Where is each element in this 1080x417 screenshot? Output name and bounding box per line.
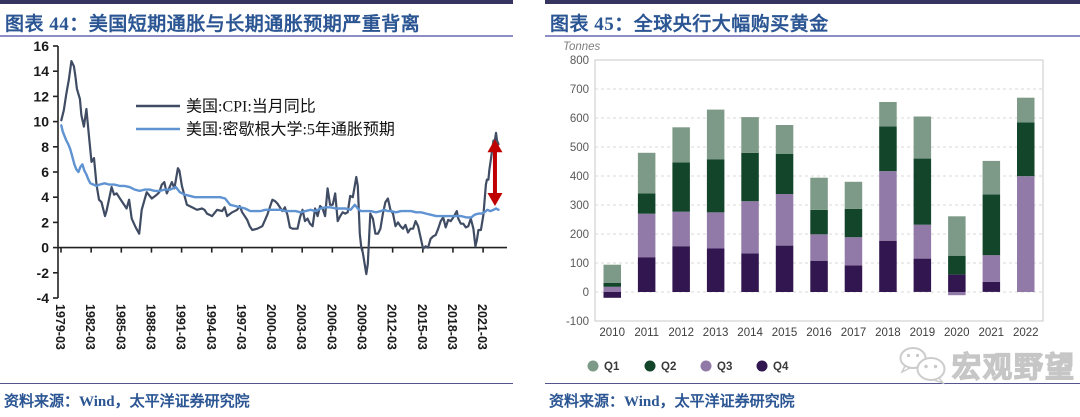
figure-44-source-text: 资料来源：Wind，太平洋证券研究院 xyxy=(4,394,250,410)
svg-text:2003-03: 2003-03 xyxy=(294,304,308,350)
svg-text:0: 0 xyxy=(583,287,589,299)
svg-text:4: 4 xyxy=(41,189,49,205)
watermark-text: 宏观野望 xyxy=(951,351,1076,384)
svg-text:-4: -4 xyxy=(37,290,50,306)
svg-text:2018: 2018 xyxy=(875,327,901,339)
svg-text:10: 10 xyxy=(33,114,49,130)
svg-text:2014: 2014 xyxy=(737,327,763,339)
svg-text:1979-03: 1979-03 xyxy=(53,304,67,350)
svg-text:600: 600 xyxy=(570,113,589,125)
svg-text:2000-03: 2000-03 xyxy=(264,304,278,350)
svg-text:1994-03: 1994-03 xyxy=(204,304,218,350)
svg-text:8: 8 xyxy=(41,139,49,155)
svg-text:2018-03: 2018-03 xyxy=(445,304,459,350)
figure-44-source-row: 资料来源：Wind，太平洋证券研究院 xyxy=(0,383,513,417)
svg-text:2019: 2019 xyxy=(910,327,936,339)
figure-45-title: 图表 45：全球央行大幅购买黄金 xyxy=(550,14,829,35)
svg-text:1997-03: 1997-03 xyxy=(234,304,248,350)
svg-text:2021-03: 2021-03 xyxy=(475,304,489,350)
svg-text:2016: 2016 xyxy=(806,327,832,339)
svg-text:美国:CPI:当月同比: 美国:CPI:当月同比 xyxy=(186,98,316,116)
svg-text:0: 0 xyxy=(41,240,49,256)
wechat-icon xyxy=(899,347,946,385)
svg-text:800: 800 xyxy=(570,55,589,67)
svg-text:2011: 2011 xyxy=(634,327,659,339)
svg-text:1985-03: 1985-03 xyxy=(113,304,127,350)
watermark: 宏观野望 xyxy=(896,344,1076,386)
svg-text:美国:密歇根大学:5年通胀预期: 美国:密歇根大学:5年通胀预期 xyxy=(186,121,395,139)
svg-text:1991-03: 1991-03 xyxy=(174,304,188,350)
svg-text:6: 6 xyxy=(41,164,49,180)
figure-44-header: 图表 44：美国短期通胀与长期通胀预期严重背离 xyxy=(0,0,513,37)
svg-text:14: 14 xyxy=(33,63,49,79)
svg-text:400: 400 xyxy=(570,171,589,183)
svg-text:-100: -100 xyxy=(566,316,589,328)
svg-text:700: 700 xyxy=(570,84,589,96)
svg-text:100: 100 xyxy=(570,258,589,270)
figure-45-panel: 图表 45：全球央行大幅购买黄金 800 700 600 500 400 300 200 10… xyxy=(545,0,1080,417)
svg-text:12: 12 xyxy=(33,88,49,104)
svg-text:2012-03: 2012-03 xyxy=(385,304,399,350)
figure-45-source-row: 资料来源：Wind，太平洋证券研究院 xyxy=(545,383,1080,417)
svg-text:1982-03: 1982-03 xyxy=(83,304,97,350)
figure-45-source-text: 资料来源：Wind，太平洋证券研究院 xyxy=(549,394,795,410)
figure-44-panel: 图表 44：美国短期通胀与长期通胀预期严重背离 16 14 12 10 8 6 4 2 0 -2 -… xyxy=(0,0,513,417)
svg-text:2015-03: 2015-03 xyxy=(415,304,429,350)
svg-text:2020: 2020 xyxy=(944,327,970,339)
figure-45-stacked-bar-chart: 800 700 600 500 400 300 200 100 0 -100 Tonnes 2010 2… xyxy=(563,41,1044,373)
svg-text:2009-03: 2009-03 xyxy=(355,304,369,350)
svg-text:500: 500 xyxy=(570,142,589,154)
svg-text:Q3: Q3 xyxy=(717,361,732,373)
svg-text:2015: 2015 xyxy=(772,327,798,339)
svg-text:2013: 2013 xyxy=(703,327,729,339)
svg-text:Tonnes: Tonnes xyxy=(563,41,601,53)
svg-text:Q4: Q4 xyxy=(773,361,789,373)
figure-45-header: 图表 45：全球央行大幅购买黄金 xyxy=(545,0,1080,37)
svg-text:200: 200 xyxy=(570,229,589,241)
svg-text:-2: -2 xyxy=(37,265,50,281)
svg-text:2017: 2017 xyxy=(841,327,867,339)
svg-text:Q1: Q1 xyxy=(604,361,620,373)
svg-text:2012: 2012 xyxy=(668,327,694,339)
svg-text:300: 300 xyxy=(570,200,589,212)
svg-text:2010: 2010 xyxy=(599,327,625,339)
svg-text:2022: 2022 xyxy=(1013,327,1039,339)
svg-text:1988-03: 1988-03 xyxy=(143,304,157,350)
svg-text:2: 2 xyxy=(41,214,49,230)
svg-text:2006-03: 2006-03 xyxy=(324,304,338,350)
svg-text:2021: 2021 xyxy=(979,327,1005,339)
figure-44-title: 图表 44：美国短期通胀与长期通胀预期严重背离 xyxy=(5,14,421,35)
svg-text:Q2: Q2 xyxy=(661,361,676,373)
svg-text:16: 16 xyxy=(33,40,49,54)
